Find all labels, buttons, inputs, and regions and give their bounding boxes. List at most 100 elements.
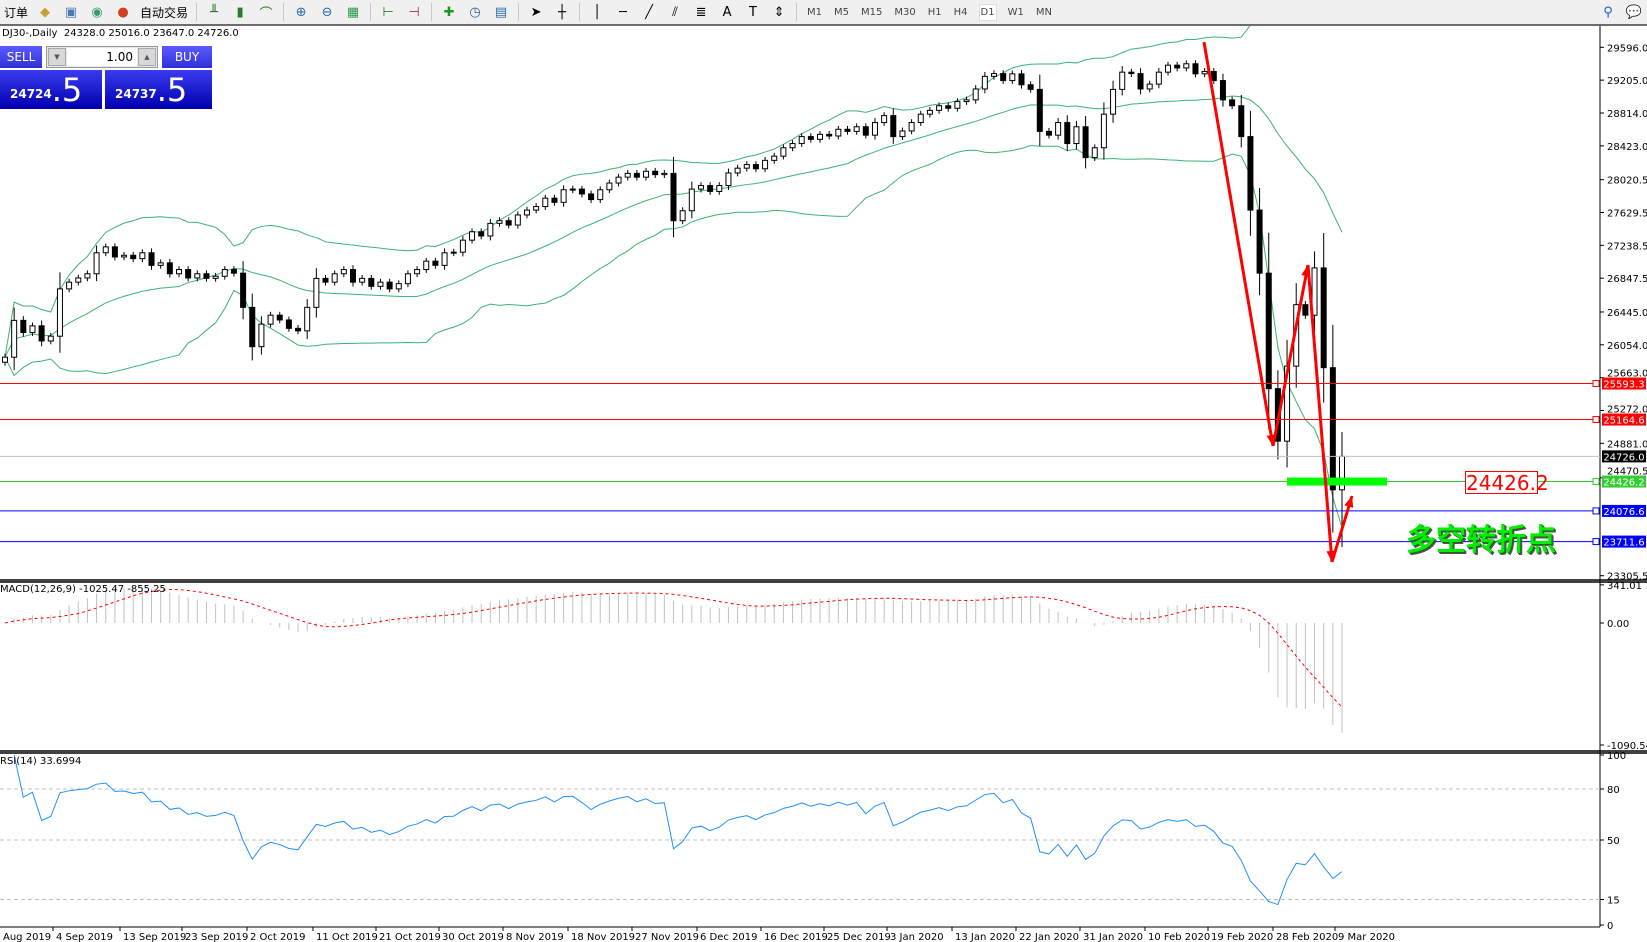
candle-body: [66, 281, 73, 290]
candle-body: [1329, 367, 1336, 491]
timeframe-m30[interactable]: M30: [894, 6, 916, 18]
crosshair-icon[interactable]: ┼: [558, 4, 566, 20]
pivot-value-label[interactable]: 24426.2: [1465, 471, 1549, 495]
candle: [597, 186, 604, 204]
candle: [221, 266, 228, 280]
arrows-icon[interactable]: ⇕: [773, 4, 785, 20]
price-tick-label: 28020.5: [1607, 176, 1647, 187]
candle: [1036, 74, 1043, 147]
zoom-out-icon[interactable]: ⊖: [321, 4, 333, 20]
auto-trading-button[interactable]: 自动交易: [140, 5, 189, 20]
trendline-icon[interactable]: ╱: [645, 4, 653, 20]
candle: [807, 133, 814, 143]
timeframe-mn[interactable]: MN: [1035, 6, 1052, 18]
buy-button[interactable]: BUY: [162, 46, 212, 68]
timeframe-h4[interactable]: H4: [953, 6, 968, 18]
horizontal-line-icon[interactable]: ─: [619, 4, 627, 20]
new-order-button[interactable]: 订单: [4, 5, 29, 20]
price-tag-label: 24426.2: [1603, 478, 1644, 489]
candle: [102, 243, 109, 257]
candle: [844, 125, 851, 135]
candle-body: [487, 222, 494, 237]
lot-decrease-button[interactable]: ▼: [48, 48, 66, 66]
candle-body: [111, 246, 118, 258]
lot-size-input[interactable]: [67, 48, 137, 66]
candle-body: [1238, 105, 1245, 138]
separator: [796, 3, 798, 21]
date-label: 30 Oct 2019: [442, 932, 504, 942]
candle: [560, 185, 567, 207]
cursor-icon[interactable]: ➤: [530, 4, 542, 20]
chart-shift-icon[interactable]: ⊢: [382, 4, 394, 20]
candle: [359, 275, 366, 286]
candle: [936, 102, 943, 114]
sell-price[interactable]: 24724 .5: [0, 70, 102, 109]
fibonacci-icon[interactable]: ≣: [695, 4, 707, 20]
date-label: 16 Dec 2019: [764, 932, 828, 942]
candle: [1146, 80, 1153, 93]
timeframe-w1[interactable]: W1: [1007, 6, 1024, 18]
buy-price-main: 24737: [115, 87, 157, 101]
candle: [917, 110, 924, 126]
metaeditor-icon[interactable]: ◆: [40, 4, 51, 20]
timeframe-h1[interactable]: H1: [927, 6, 942, 18]
line-chart-icon[interactable]: ⌒: [259, 6, 273, 22]
date-label: 3 Jan 2020: [890, 932, 944, 942]
templates-icon[interactable]: ▤: [494, 4, 508, 20]
date-label: 27 Nov 2019: [635, 932, 699, 942]
timeframe-m1[interactable]: M1: [807, 6, 823, 18]
candle-body: [1018, 73, 1025, 86]
price-tag-label: 25164.6: [1603, 416, 1644, 427]
auto-trading-icon[interactable]: ●: [117, 4, 129, 20]
candle-body: [716, 185, 723, 192]
lot-size-stepper: ▼ ▲: [46, 46, 158, 68]
candlestick-icon[interactable]: ▮: [236, 4, 244, 20]
text-label-icon[interactable]: T: [749, 4, 757, 20]
candle-body: [1055, 122, 1062, 136]
lot-increase-button[interactable]: ▲: [138, 48, 156, 66]
date-label: 8 Nov 2019: [506, 932, 564, 942]
timeframe-d1[interactable]: D1: [978, 3, 997, 21]
tile-windows-icon[interactable]: ▦: [346, 4, 360, 20]
candle: [340, 266, 347, 278]
candle-body: [560, 189, 567, 203]
candle: [249, 293, 256, 361]
arrow-line: [1330, 495, 1354, 563]
buy-price[interactable]: 24737 .5: [105, 70, 212, 109]
price-tag-label: 23711.6: [1603, 538, 1644, 549]
auto-scroll-icon[interactable]: ⊣: [408, 4, 420, 20]
bar-chart-icon[interactable]: ╨: [210, 4, 218, 20]
text-icon[interactable]: A: [722, 4, 732, 20]
macd-signal-line: [4, 589, 1343, 708]
timeframe-m5[interactable]: M5: [834, 6, 850, 18]
candle-body: [505, 220, 512, 226]
timeframe-m15[interactable]: M15: [861, 6, 883, 18]
periods-icon[interactable]: ◷: [469, 4, 481, 20]
date-label: 19 Feb 2020: [1211, 932, 1273, 942]
vertical-line-icon[interactable]: │: [593, 4, 601, 20]
candle: [643, 167, 650, 181]
sell-button[interactable]: SELL: [0, 46, 42, 68]
terminal-icon[interactable]: ▣: [64, 4, 78, 20]
candle: [789, 140, 796, 152]
candle-body: [258, 323, 265, 348]
candle: [1009, 70, 1016, 84]
candle: [66, 278, 73, 293]
trend-arrow: [1202, 41, 1276, 447]
pivot-text-annotation[interactable]: 多空转折点: [1406, 523, 1556, 558]
search-icon[interactable]: ⚲: [1603, 4, 1613, 20]
zoom-in-icon[interactable]: ⊕: [295, 4, 307, 20]
date-label: 10 Feb 2020: [1148, 932, 1210, 942]
candle: [404, 270, 411, 288]
chat-icon[interactable]: 💬: [1625, 4, 1643, 20]
equidistant-channel-icon[interactable]: ⫽: [672, 4, 678, 20]
candle: [1137, 68, 1144, 95]
candle-body: [285, 319, 292, 329]
candle-body: [881, 115, 888, 124]
price-chart[interactable]: 29596.0 29205.0 28814.0 28423.0 28020.5 27629…: [0, 26, 1647, 942]
signals-icon[interactable]: ◉: [91, 4, 103, 20]
candle-body: [1155, 71, 1162, 85]
candle: [1055, 118, 1062, 140]
indicators-icon[interactable]: ✚: [443, 4, 455, 20]
candle-body: [1219, 80, 1226, 101]
